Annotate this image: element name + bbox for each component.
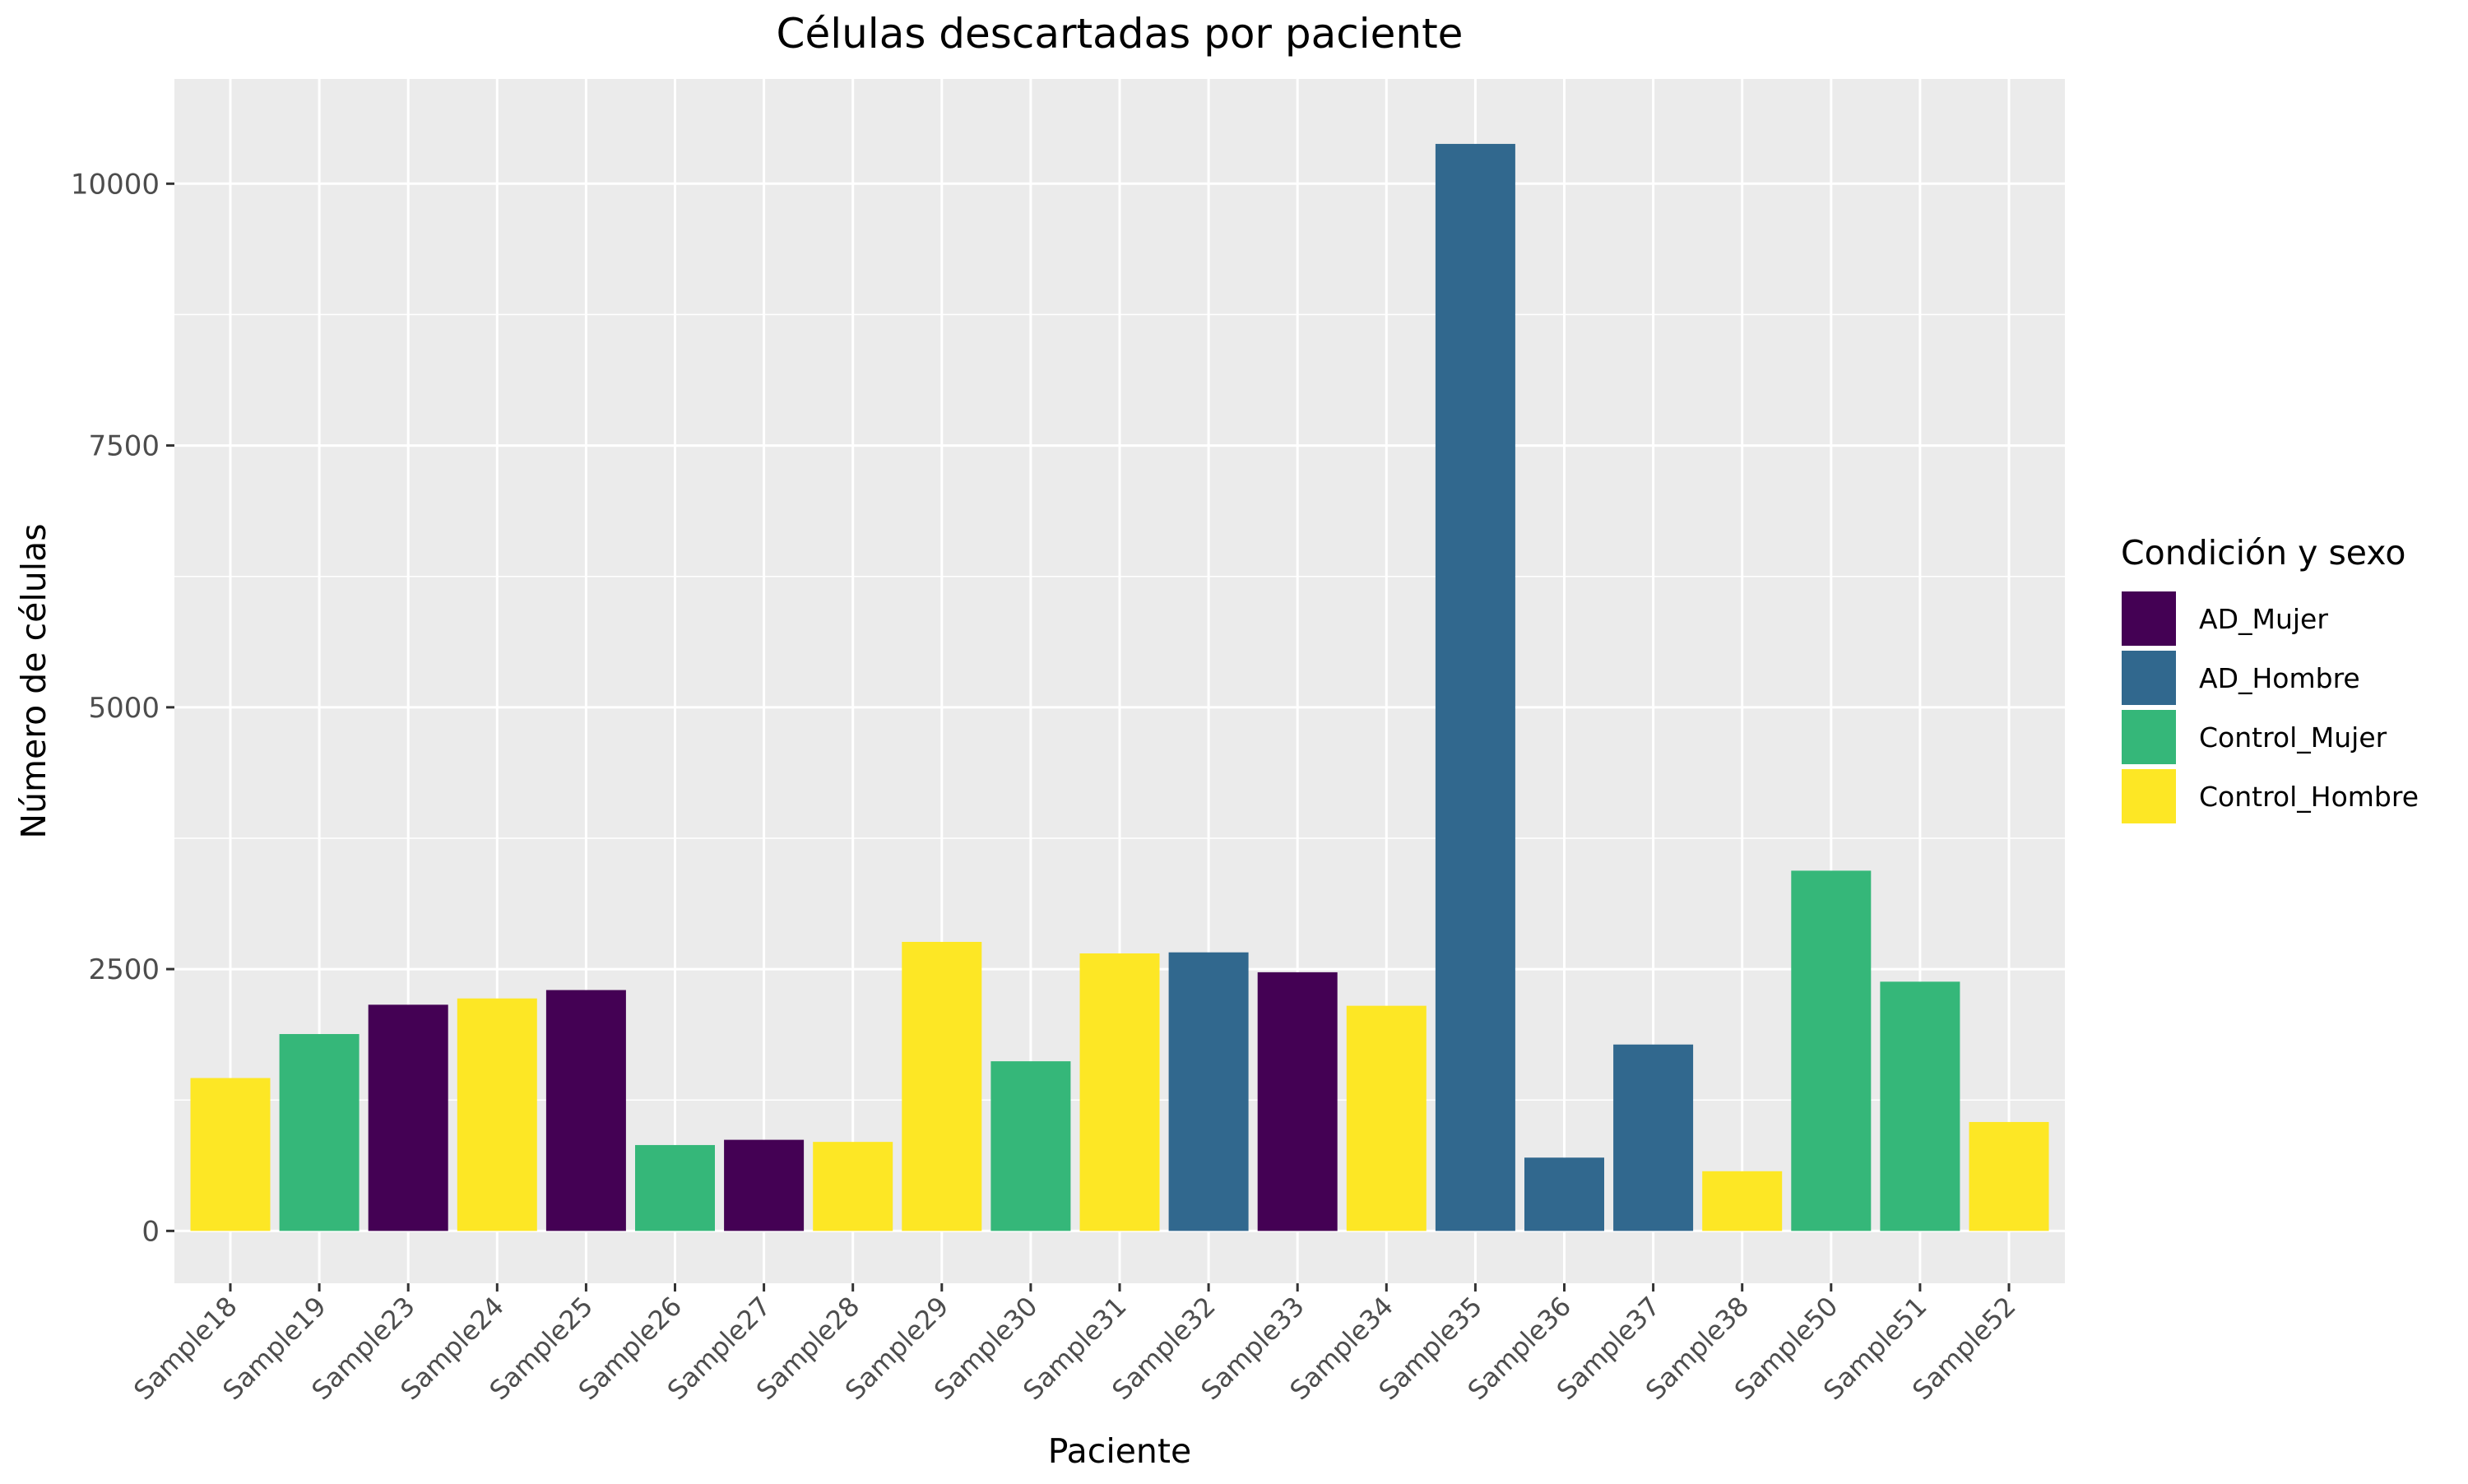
bar-sample36 xyxy=(1524,1157,1604,1231)
y-axis: 0 2500 5000 7500 10000 xyxy=(71,168,174,1248)
legend-key-ad_hombre xyxy=(2120,649,2178,707)
bars xyxy=(190,143,2049,1231)
bar-sample33 xyxy=(1257,972,1338,1231)
bar-sample52 xyxy=(1969,1121,2049,1231)
bar-sample32 xyxy=(1168,952,1249,1231)
x-axis: Sample18Sample19Sample23Sample24Sample25… xyxy=(128,1283,2022,1406)
bar-sample30 xyxy=(990,1061,1071,1231)
bar-sample24 xyxy=(457,998,537,1231)
bar-sample19 xyxy=(279,1034,360,1231)
bar-sample25 xyxy=(545,990,626,1231)
bar-sample27 xyxy=(724,1139,805,1231)
bar-sample50 xyxy=(1791,870,1872,1231)
bar-sample51 xyxy=(1880,981,1960,1231)
legend-label: Control_Mujer xyxy=(2199,721,2387,754)
y-tick-label: 0 xyxy=(141,1215,160,1248)
legend-key-ad_mujer xyxy=(2120,590,2178,647)
x-axis-title: Paciente xyxy=(1048,1431,1191,1471)
y-tick-label: 10000 xyxy=(71,168,160,201)
bar-sample18 xyxy=(190,1078,271,1231)
legend-key-control_mujer xyxy=(2120,708,2178,766)
y-tick-label: 2500 xyxy=(88,953,160,986)
chart-title: Células descartadas por paciente xyxy=(777,10,1464,58)
bar-sample35 xyxy=(1435,143,1515,1231)
bar-sample37 xyxy=(1613,1044,1694,1231)
bar-sample29 xyxy=(902,941,982,1231)
legend-key-control_hombre xyxy=(2120,768,2178,825)
legend-title: Condición y sexo xyxy=(2121,533,2405,573)
bar-sample31 xyxy=(1079,953,1160,1231)
legend-label: Control_Hombre xyxy=(2199,781,2419,813)
y-tick-label: 7500 xyxy=(88,430,160,463)
y-axis-title: Número de células xyxy=(14,523,53,838)
legend-label: AD_Mujer xyxy=(2199,603,2328,635)
bar-sample28 xyxy=(813,1142,893,1231)
legend-items: AD_Mujer AD_Hombre Control_Mujer Control_Ho… xyxy=(2120,590,2419,825)
y-tick-label: 5000 xyxy=(88,692,160,725)
bar-sample23 xyxy=(368,1004,448,1231)
legend-label: AD_Hombre xyxy=(2199,662,2360,694)
bar-sample34 xyxy=(1346,1005,1427,1231)
legend: Condición y sexo AD_Mujer AD_Hombre Contro… xyxy=(2120,533,2419,825)
bar-sample26 xyxy=(635,1144,715,1231)
bar-sample38 xyxy=(1702,1171,1783,1231)
